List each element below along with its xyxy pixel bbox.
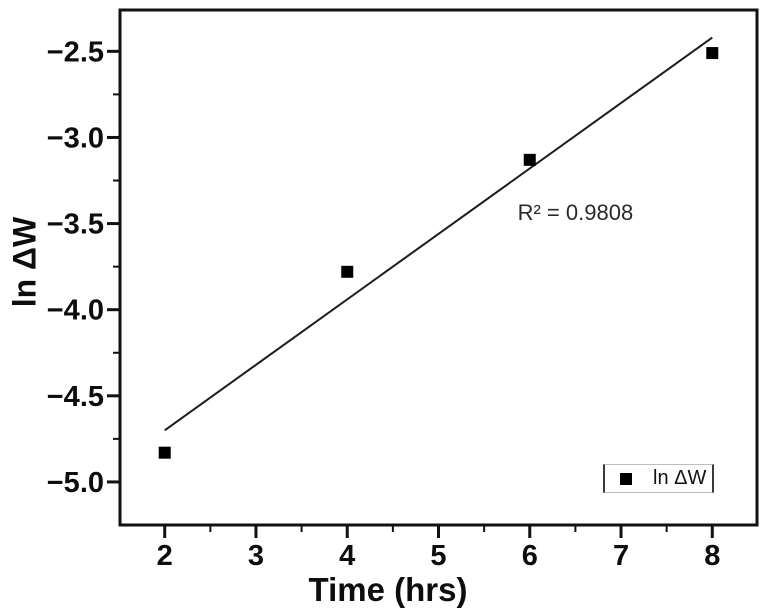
y-tick-label: −3.0	[47, 122, 104, 154]
r-squared-annotation: R² = 0.9808	[517, 200, 634, 226]
y-tick-label: −4.5	[47, 381, 104, 413]
data-point-marker	[341, 265, 354, 278]
x-tick-label: 2	[157, 540, 173, 572]
x-tick-label: 7	[613, 540, 629, 572]
x-tick-label: 8	[704, 540, 720, 572]
y-tick-label: −3.5	[47, 209, 104, 241]
x-tick-label: 5	[430, 540, 446, 572]
y-axis-title: ln ΔW	[6, 216, 43, 308]
fit-line	[164, 36, 713, 432]
x-axis-title: Time (hrs)	[308, 571, 468, 608]
plot-frame	[118, 8, 759, 527]
legend-square-marker-icon	[620, 472, 632, 485]
legend-label: ln ΔW	[653, 467, 707, 489]
data-point-marker	[523, 153, 536, 166]
legend-box: ln ΔW	[603, 464, 714, 493]
data-point-marker	[158, 446, 171, 459]
y-tick-label: −5.0	[47, 467, 104, 499]
x-tick-label: 3	[248, 540, 264, 572]
y-tick-label: −2.5	[47, 36, 104, 68]
x-tick-label: 4	[339, 540, 355, 572]
x-tick-label: 6	[522, 540, 538, 572]
data-point-marker	[706, 47, 719, 60]
y-tick-label: −4.0	[47, 295, 104, 327]
